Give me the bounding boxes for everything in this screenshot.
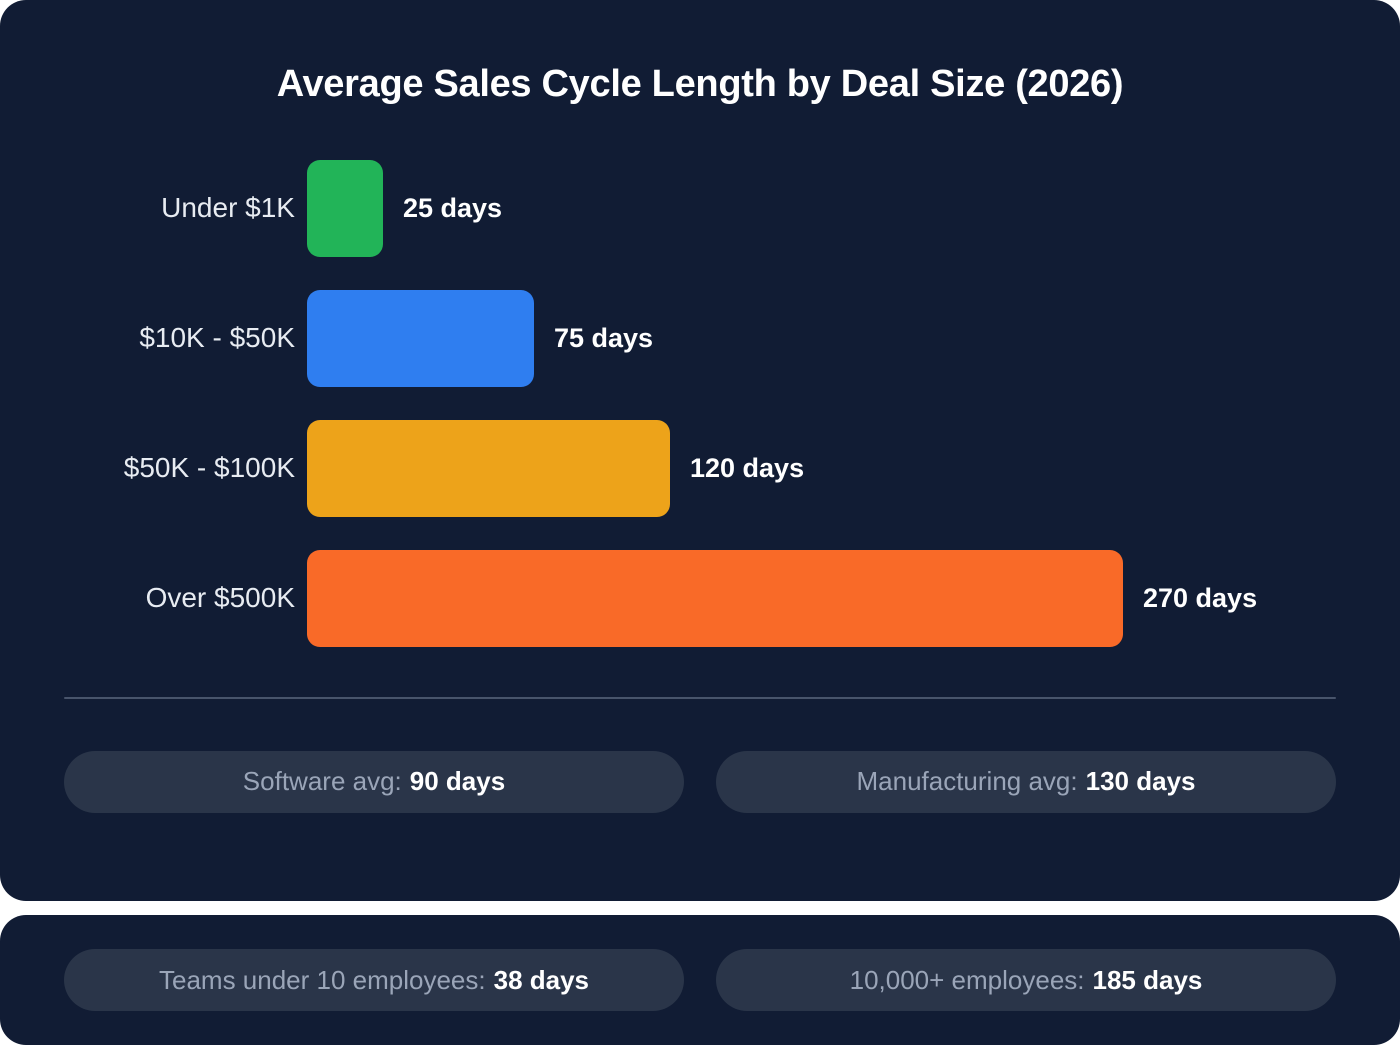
bar-value-label: 25 days xyxy=(403,192,503,223)
bar-track: 120 days xyxy=(307,419,1400,517)
bar-4[interactable] xyxy=(307,549,1123,647)
bar-row: $10K - $50K 75 days xyxy=(0,289,1400,387)
stat-pill[interactable]: 10,000+ employees: 185 days xyxy=(716,949,1336,1011)
stat-pill[interactable]: Teams under 10 employees: 38 days xyxy=(64,949,684,1011)
stats-footer-row: Teams under 10 employees: 38 days 10,000+ … xyxy=(0,949,1400,1011)
stat-pill-value: 90 days xyxy=(409,766,506,797)
bar-row: $50K - $100K 120 days xyxy=(0,419,1400,517)
footer-card: Teams under 10 employees: 38 days 10,000+ … xyxy=(0,915,1400,1045)
bar-value-label: 75 days xyxy=(554,322,654,353)
stat-pill[interactable]: Software avg: 90 days xyxy=(64,750,684,813)
stat-pill-value: 185 days xyxy=(1092,964,1203,995)
bar-track: 270 days xyxy=(307,549,1400,647)
bar-row: Over $500K 270 days xyxy=(0,549,1400,647)
stat-pill-value: 130 days xyxy=(1085,766,1196,797)
bar-3[interactable] xyxy=(307,419,670,517)
bar-row: Under $1K 25 days xyxy=(0,159,1400,257)
section-divider xyxy=(64,696,1336,699)
stat-pill-value: 38 days xyxy=(493,964,590,995)
card-gap xyxy=(0,901,1400,915)
stat-pill-label: Manufacturing avg: xyxy=(856,766,1078,797)
stat-pill-label: Teams under 10 employees: xyxy=(158,964,486,995)
stat-pill-label: Software avg: xyxy=(242,766,402,797)
bar-1[interactable] xyxy=(307,159,383,257)
stats-primary-row: Software avg: 90 days Manufacturing avg: 13… xyxy=(0,750,1400,813)
bar-chart-plot: Under $1K 25 days $10K - $50K 75 days $50K -… xyxy=(0,159,1400,647)
bar-2[interactable] xyxy=(307,289,534,387)
bar-category-label: Under $1K xyxy=(161,192,295,224)
bar-track: 25 days xyxy=(307,159,1400,257)
bar-value-label: 120 days xyxy=(690,452,805,483)
stat-pill-label: 10,000+ employees: xyxy=(849,964,1085,995)
bar-track: 75 days xyxy=(307,289,1400,387)
chart-card: Average Sales Cycle Length by Deal Size … xyxy=(0,0,1400,901)
page-title: Average Sales Cycle Length by Deal Size … xyxy=(276,63,1124,105)
bar-category-label: Over $500K xyxy=(145,582,295,614)
bar-category-label: $50K - $100K xyxy=(123,452,295,484)
bar-value-label: 270 days xyxy=(1143,582,1258,613)
stat-pill[interactable]: Manufacturing avg: 130 days xyxy=(716,750,1336,813)
bar-category-label: $10K - $50K xyxy=(139,322,295,354)
